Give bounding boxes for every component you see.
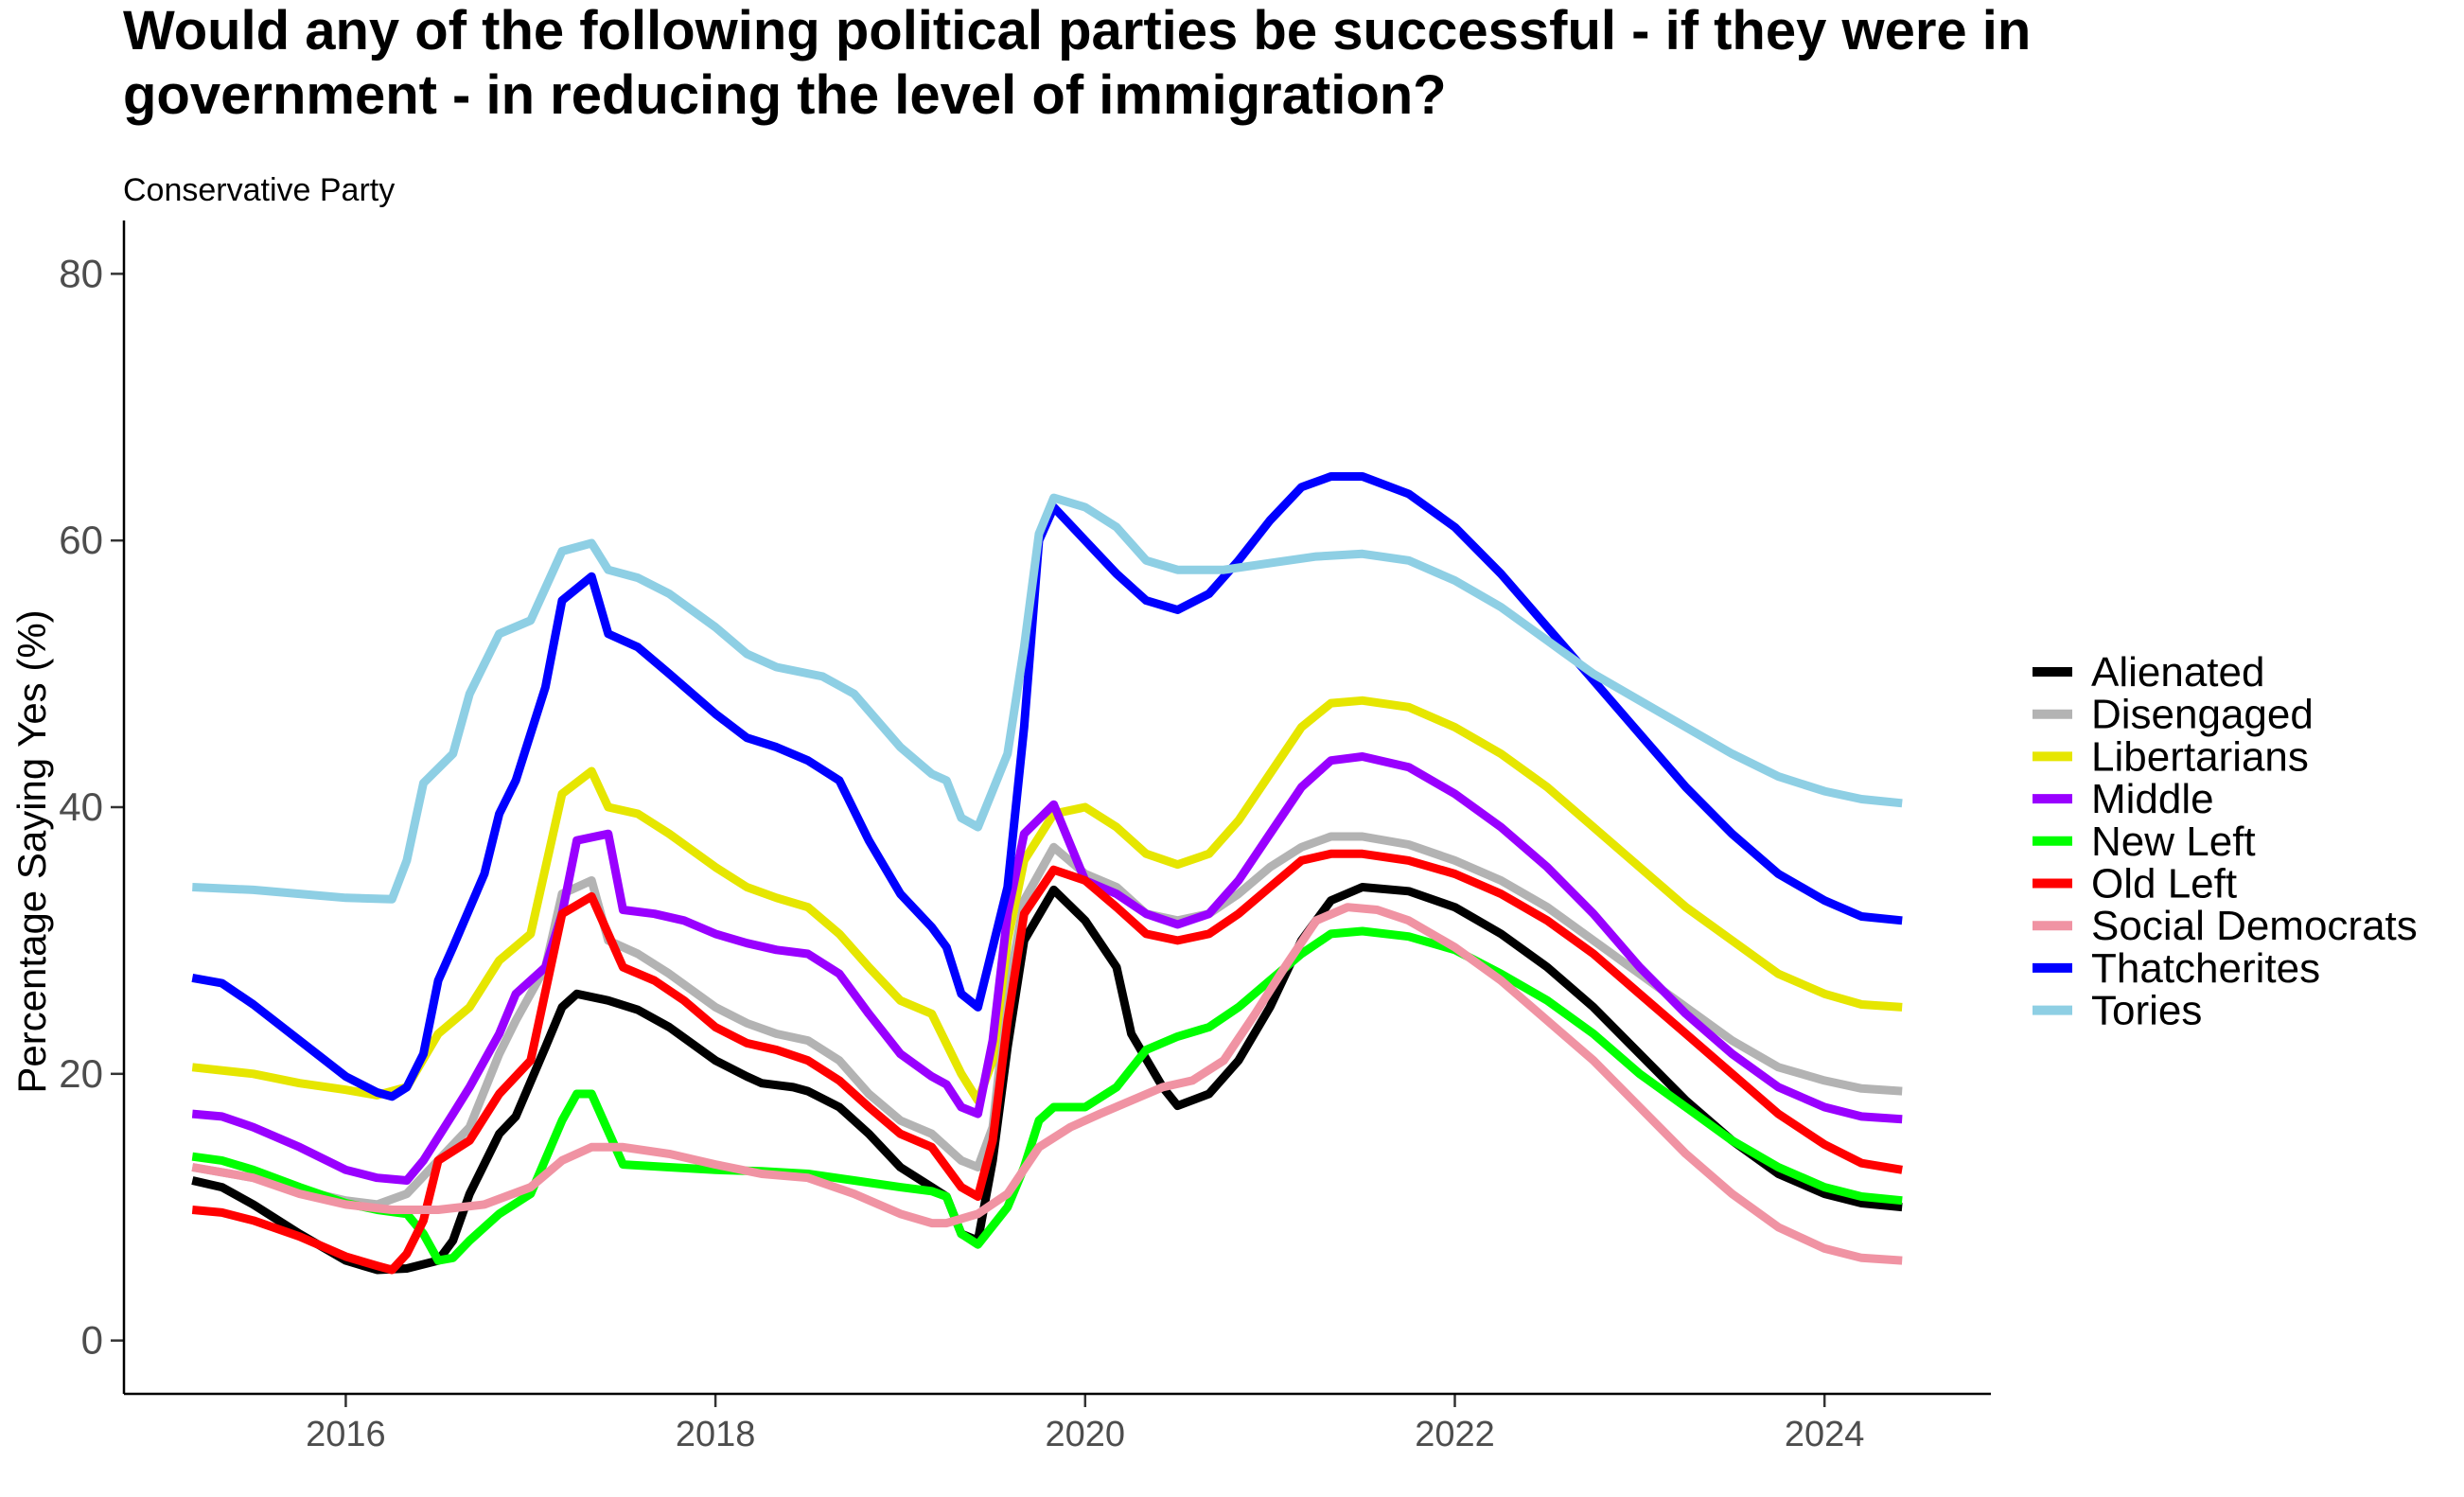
legend-label-alienated: Alienated bbox=[2091, 649, 2264, 696]
legend-label-disengaged: Disengaged bbox=[2091, 692, 2314, 738]
y-tick-label: 60 bbox=[59, 518, 103, 562]
legend-label-social-democrats: Social Democrats bbox=[2091, 903, 2418, 949]
x-tick-label: 2020 bbox=[1046, 1415, 1126, 1454]
x-tick-label: 2016 bbox=[306, 1415, 386, 1454]
y-tick-label: 20 bbox=[59, 1051, 103, 1096]
series-line-social-democrats bbox=[191, 903, 1903, 1265]
series-line-middle bbox=[191, 752, 1903, 1185]
series-line-tories bbox=[192, 493, 1903, 904]
y-tick-label: 0 bbox=[81, 1318, 103, 1363]
y-tick-label: 40 bbox=[59, 784, 103, 829]
series-lines bbox=[191, 472, 1903, 1275]
legend-label-middle: Middle bbox=[2091, 776, 2214, 822]
series-line-new-left bbox=[191, 926, 1903, 1265]
y-axis-label: Percentage Saying Yes (%) bbox=[9, 609, 54, 1093]
legend: AlienatedDisengagedLibertariansMiddleNew… bbox=[2033, 649, 2418, 1034]
chart-title-line-1: Would any of the following political par… bbox=[123, 0, 2031, 62]
x-tick-label: 2022 bbox=[1415, 1415, 1495, 1454]
y-axis-ticks: 0 20 40 60 80 bbox=[59, 251, 124, 1363]
y-tick-label: 80 bbox=[59, 251, 103, 295]
x-axis-ticks: 2016 2018 2020 2022 2024 bbox=[306, 1394, 1864, 1454]
series-line-thatcherites bbox=[191, 472, 1903, 1101]
x-tick-label: 2024 bbox=[1785, 1415, 1865, 1454]
series-line-old-left bbox=[191, 849, 1903, 1275]
chart-title-line-2: government - in reducing the level of im… bbox=[123, 64, 1447, 126]
legend-label-tories: Tories bbox=[2091, 988, 2202, 1034]
series-line-disengaged bbox=[191, 832, 1903, 1209]
legend-label-old-left: Old Left bbox=[2091, 861, 2237, 907]
legend-label-new-left: New Left bbox=[2091, 819, 2256, 865]
legend-label-thatcherites: Thatcherites bbox=[2091, 945, 2320, 992]
chart-subtitle: Conservative Party bbox=[123, 172, 395, 208]
legend-label-libertarians: Libertarians bbox=[2091, 733, 2309, 780]
x-tick-label: 2018 bbox=[676, 1415, 756, 1454]
